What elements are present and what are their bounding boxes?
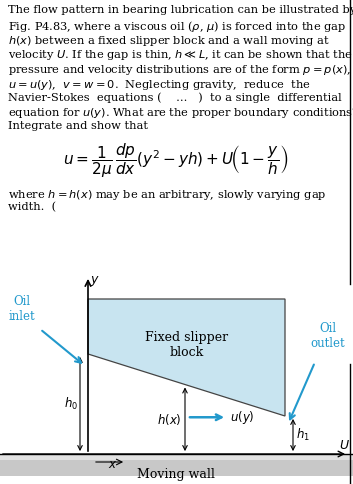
Text: $y$: $y$ — [90, 274, 100, 288]
Text: $u = u(y)$,  $v = w = 0$.  Neglecting gravity,  reduce  the: $u = u(y)$, $v = w = 0$. Neglecting grav… — [8, 77, 311, 91]
Text: $u = \dfrac{1}{2\mu}\,\dfrac{dp}{dx}(y^2 - yh) + U\!\left(1 - \dfrac{y}{h}\right: $u = \dfrac{1}{2\mu}\,\dfrac{dp}{dx}(y^2… — [64, 141, 289, 180]
Text: velocity $U$. If the gap is thin, $h \ll L$, it can be shown that the: velocity $U$. If the gap is thin, $h \ll… — [8, 48, 353, 62]
Text: $h_0$: $h_0$ — [64, 396, 78, 412]
Text: Navier-Stokes  equations (    ...   )  to a single  differential: Navier-Stokes equations ( ... ) to a sin… — [8, 92, 342, 103]
Text: block: block — [169, 347, 204, 360]
Text: Moving wall: Moving wall — [137, 468, 215, 481]
Text: $h_1$: $h_1$ — [296, 427, 310, 443]
Text: $U$: $U$ — [339, 439, 350, 452]
Text: Integrate and show that: Integrate and show that — [8, 121, 148, 131]
Text: Fixed slipper: Fixed slipper — [145, 331, 228, 344]
Text: $u(y)$: $u(y)$ — [230, 409, 255, 426]
Text: pressure and velocity distributions are of the form $p = p(x)$,: pressure and velocity distributions are … — [8, 63, 351, 77]
Text: $x$: $x$ — [108, 457, 117, 470]
Text: Oil
outlet: Oil outlet — [311, 322, 345, 350]
Text: equation for $u(y)$. What are the proper boundary conditions?: equation for $u(y)$. What are the proper… — [8, 106, 353, 121]
Text: width.  (: width. ( — [8, 202, 56, 212]
Text: where $h = h(x)$ may be an arbitrary, slowly varying gap: where $h = h(x)$ may be an arbitrary, sl… — [8, 187, 327, 201]
Text: $h(x)$ between a fixed slipper block and a wall moving at: $h(x)$ between a fixed slipper block and… — [8, 34, 330, 48]
Polygon shape — [88, 299, 285, 416]
Text: $h(x)$: $h(x)$ — [157, 412, 182, 427]
Bar — [0, 454, 353, 476]
Text: The flow pattern in bearing lubrication can be illustrated by: The flow pattern in bearing lubrication … — [8, 5, 353, 15]
Bar — [0, 454, 353, 460]
Text: Oil
inlet: Oil inlet — [9, 295, 35, 323]
Text: Fig. P4.83, where a viscous oil ($\rho$, $\mu$) is forced into the gap: Fig. P4.83, where a viscous oil ($\rho$,… — [8, 19, 346, 34]
